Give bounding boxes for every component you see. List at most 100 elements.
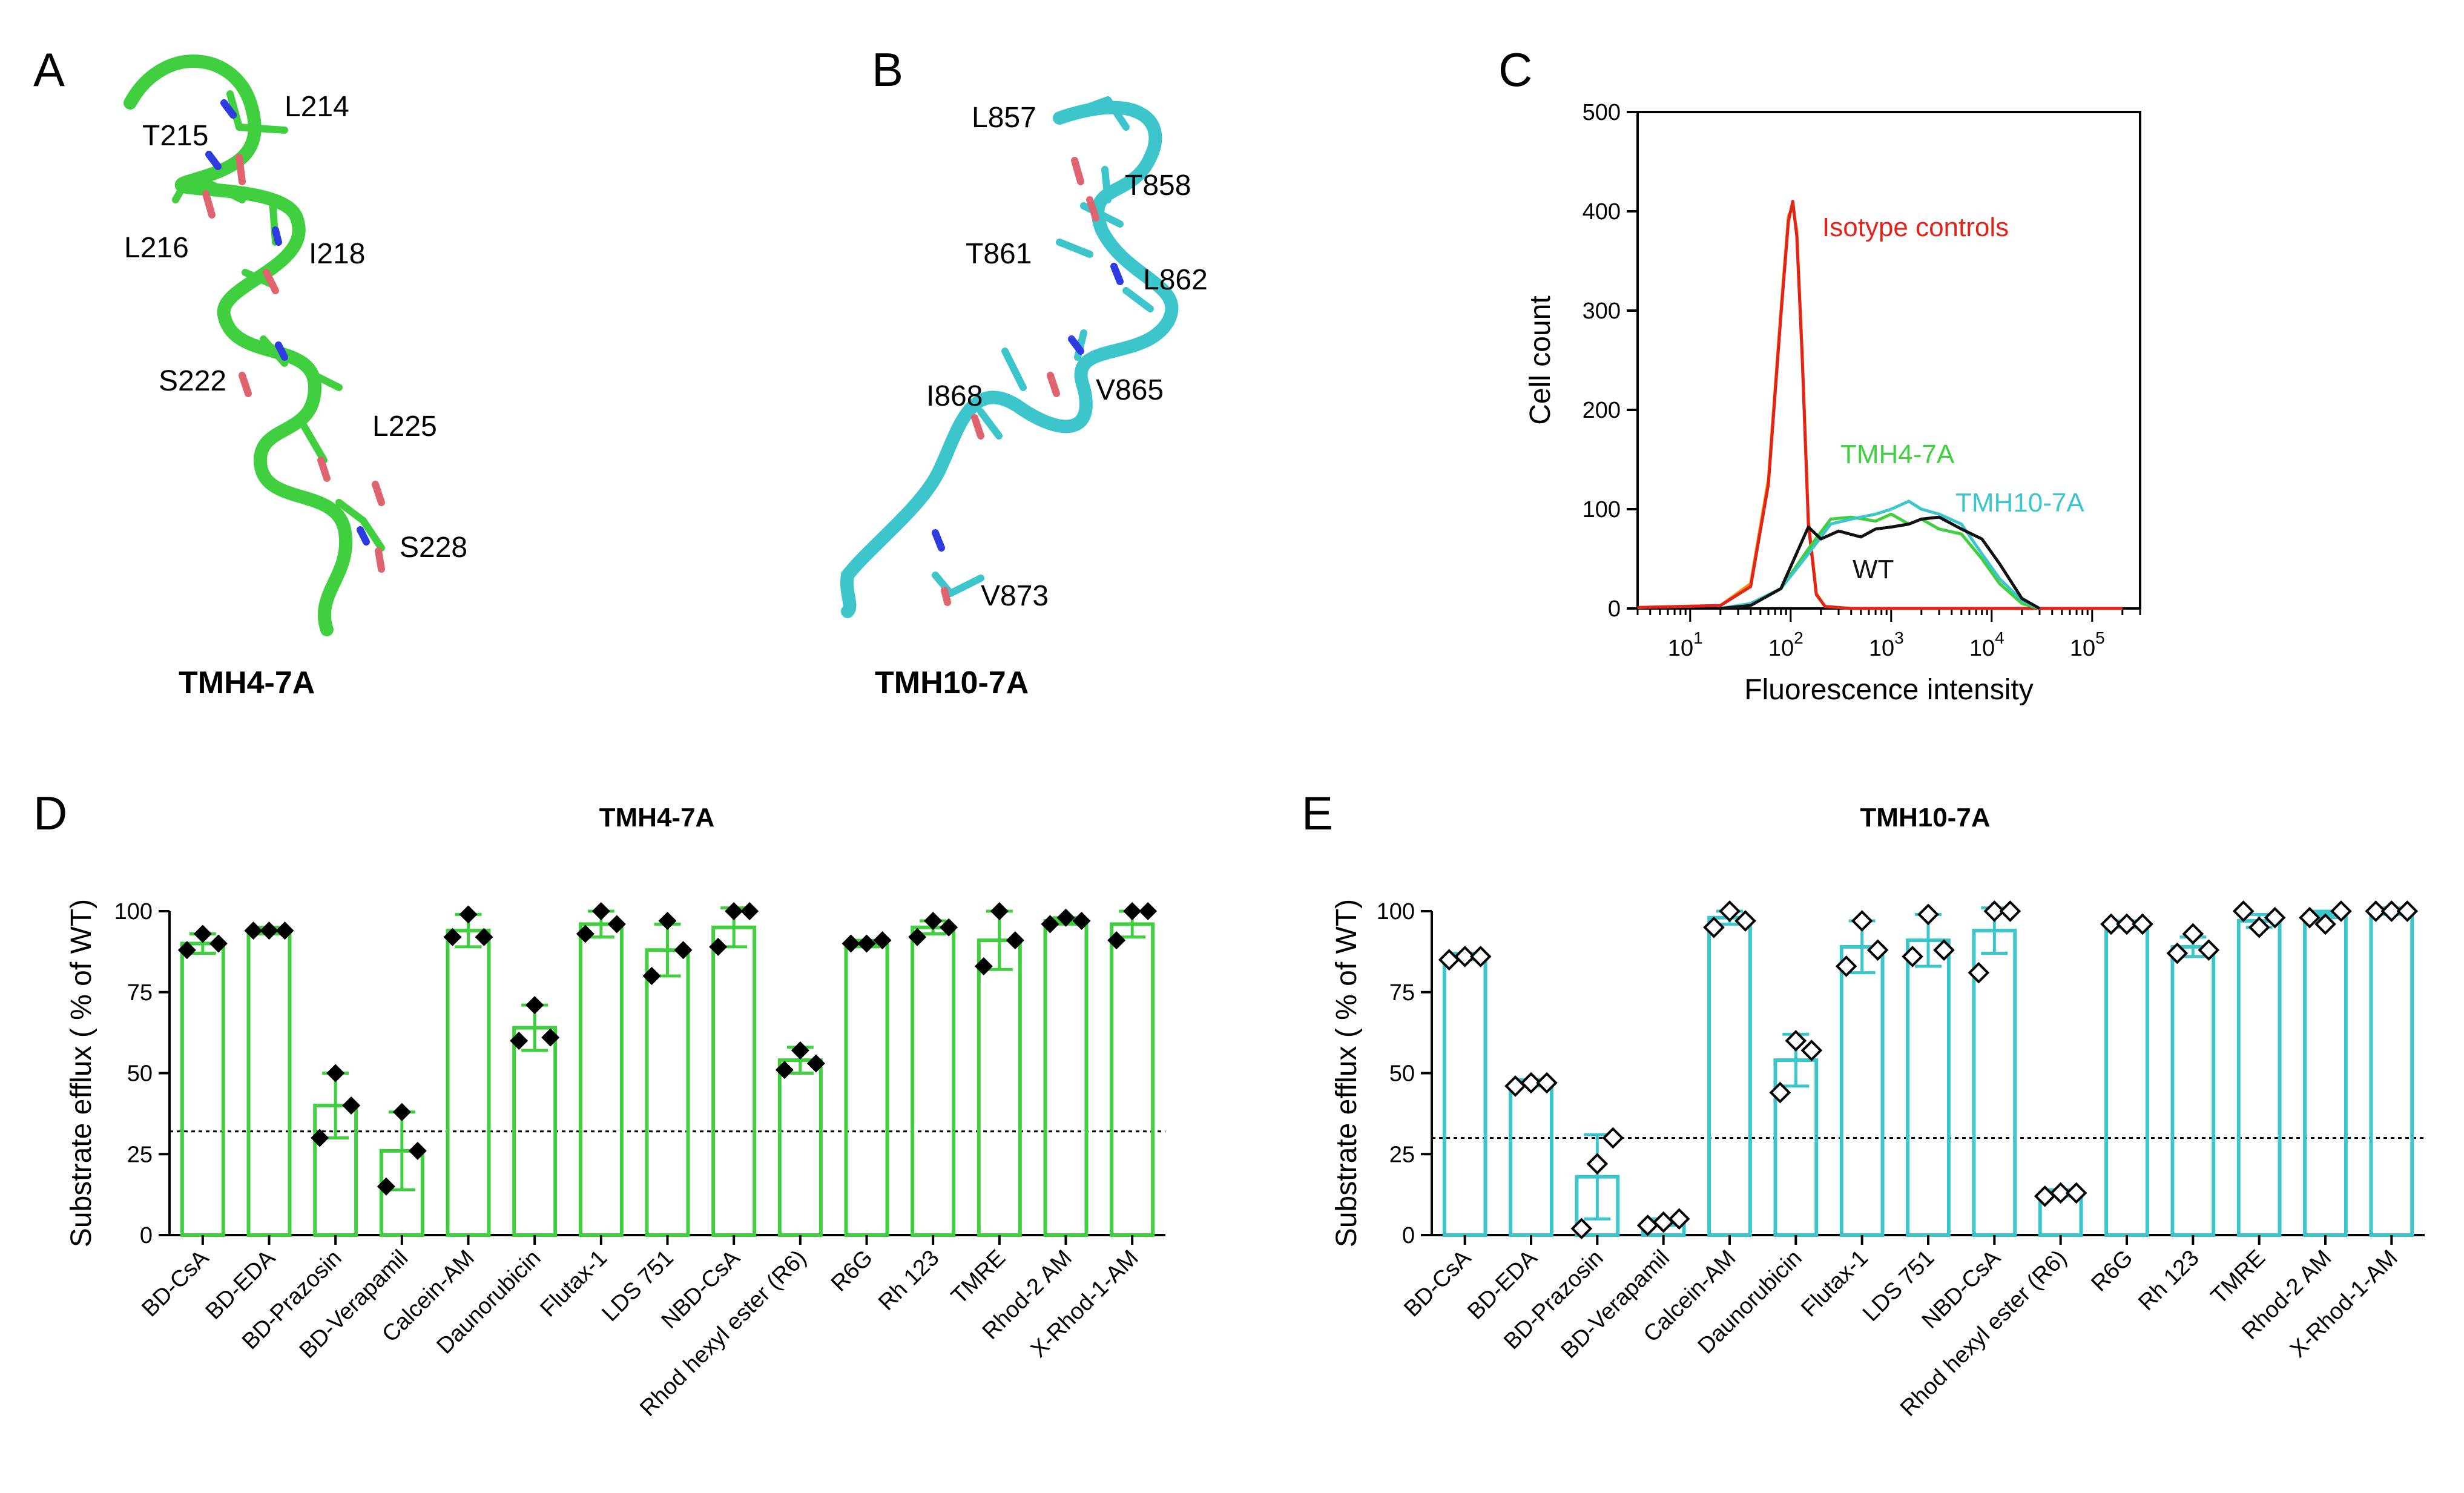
category-label: Rh 123 [2133,1245,2204,1316]
replicate-point [525,996,544,1015]
replicate-point [658,912,677,931]
replicate-point [873,931,892,950]
replicate-point [1570,1218,1593,1240]
tmh10-helix-ribbon [840,96,1179,618]
panel-b-label: B [872,43,903,96]
y-axis-label: Substrate efflux ( % of WT) [65,899,97,1247]
replicate-point [2116,913,2138,935]
y-tick-label: 300 [1583,298,1621,324]
y-tick-label: 25 [1389,1142,1415,1167]
replicate-point [1469,946,1492,967]
y-tick-label: 400 [1583,199,1621,225]
bar [2369,909,2414,1237]
replicate-point [2049,1182,2072,1204]
bar [2303,912,2348,1237]
chart-title: TMH10-7A [1860,803,1990,832]
bar [246,929,292,1237]
panel-d: D TMH4-7A 0 25 50 75 100 Substrate efflux ( % … [33,786,1165,1422]
replicate-point [924,912,943,931]
histogram-line [1720,512,2040,610]
residue-label: T215 [142,120,208,152]
histogram-line [1720,499,2041,610]
category-label: Rh 123 [874,1245,944,1316]
replicate-point [1983,900,2006,922]
bar [711,925,757,1237]
replicate-point [244,921,263,940]
bar [2170,944,2216,1237]
residue-label: L857 [972,102,1036,134]
y-tick-label: 200 [1583,398,1621,423]
bar [446,929,491,1237]
residue-label: L862 [1143,264,1208,296]
replicate-point [791,1041,809,1060]
x-tick-label: 104 [1969,628,2004,661]
panel-a: A L214 T215 [33,43,467,700]
replicate-point [2248,916,2270,938]
replicate-point [2166,942,2189,964]
bar [844,941,889,1237]
replicate-point [541,1028,560,1047]
replicate-point [1902,946,1923,967]
bar [1509,1081,1553,1238]
replicate-point [1602,1127,1624,1149]
replicate-point [1056,908,1075,927]
replicate-point [740,902,759,920]
category-label: R6G [2086,1245,2138,1297]
replicate-point [275,921,294,940]
panel-e-label: E [1302,786,1333,840]
replicate-point [475,928,493,946]
replicate-point [1006,931,1024,950]
replicate-point [1586,1153,1609,1175]
replicate-point [177,941,196,960]
replicate-point [510,1032,529,1050]
category-label: TMRE [2206,1245,2270,1310]
replicate-point [775,1061,794,1079]
bar [180,941,225,1237]
series-annotation: TMH4-7A [1840,440,1955,469]
y-tick-label: 0 [1402,1223,1415,1248]
y-tick-label: 100 [1583,497,1621,522]
replicate-point [908,928,927,946]
bar [777,1058,823,1237]
series-annotation: WT [1853,555,1894,584]
replicate-point [2314,913,2336,935]
histogram-line [1637,205,2123,610]
replicate-point [2182,923,2204,945]
residue-label: L214 [285,91,349,123]
replicate-point [709,937,728,956]
replicate-point [2132,913,2153,935]
replicate-point [2100,913,2122,935]
replicate-point [591,902,610,920]
y-tick-label: 50 [1389,1061,1415,1087]
y-tick-label: 0 [140,1223,153,1248]
panel-d-label: D [33,786,67,840]
replicate-point [1769,1081,1791,1104]
replicate-point [1123,902,1142,920]
replicate-point [1835,955,1857,977]
replicate-point [377,1177,395,1196]
replicate-point [1041,915,1059,934]
replicate-point [857,934,876,953]
replicate-point [1800,1040,1823,1061]
histogram-chart: 0 100 200 300 400 500 101 102 103 104 105 Fluoresce… [1524,100,2141,706]
replicate-point [1536,1072,1558,1094]
replicate-point [1107,931,1126,950]
residue-label: L216 [124,232,189,264]
replicate-point [193,924,212,943]
replicate-point [974,957,993,975]
histogram-line [1637,200,2123,610]
replicate-point [260,921,278,940]
replicate-point [392,1102,411,1121]
y-tick-label: 75 [1389,980,1415,1006]
bar [1906,938,1951,1238]
category-label: BD-CsA [1399,1245,1476,1322]
residue-label: I868 [926,380,983,412]
replicate-point [1968,961,1990,984]
replicate-point [642,967,661,985]
replicate-point [2232,900,2255,922]
replicate-point [1652,1211,1675,1233]
chart-title: TMH4-7A [599,803,715,832]
replicate-point [1785,1030,1807,1052]
replicate-point [1668,1208,1690,1230]
